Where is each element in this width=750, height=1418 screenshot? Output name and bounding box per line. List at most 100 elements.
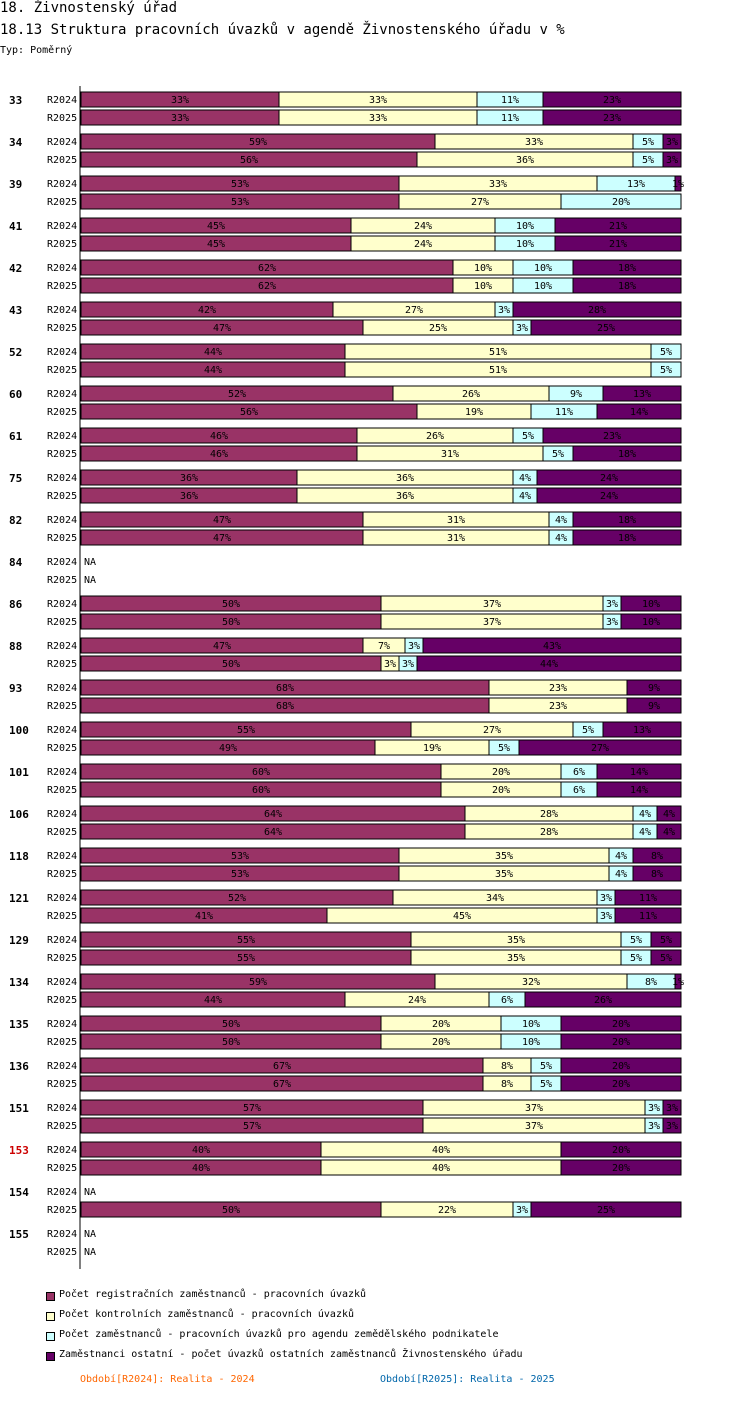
data-label: 57% — [243, 1103, 261, 1114]
group-id-label: 61 — [9, 430, 23, 443]
data-label: 44% — [204, 347, 222, 358]
data-label: 4% — [555, 515, 567, 526]
na-label: NA — [84, 1229, 96, 1240]
data-label: 27% — [483, 725, 501, 736]
bar-segment — [572, 511, 682, 528]
data-label: 41% — [195, 911, 213, 922]
data-label: 8% — [501, 1061, 513, 1072]
data-label: 8% — [651, 851, 663, 862]
period-label: R2024 — [47, 641, 77, 652]
data-label: 37% — [483, 617, 501, 628]
data-label: 3% — [516, 1205, 528, 1216]
data-label: 24% — [414, 239, 432, 250]
data-label: 24% — [600, 491, 618, 502]
data-label: 3% — [666, 155, 678, 166]
data-label: 26% — [594, 995, 612, 1006]
data-label: 5% — [660, 347, 672, 358]
period-label: R2025 — [47, 1247, 77, 1258]
group-id-label: 134 — [9, 976, 29, 989]
bar-segment — [554, 235, 682, 252]
data-label: 1% — [672, 977, 684, 988]
data-label: 5% — [642, 155, 654, 166]
data-label: 59% — [249, 977, 267, 988]
data-label: 33% — [525, 137, 543, 148]
data-label: 31% — [447, 533, 465, 544]
data-label: 10% — [516, 221, 534, 232]
bar-segment — [560, 1159, 682, 1176]
data-label: 20% — [612, 1061, 630, 1072]
data-label: 50% — [222, 617, 240, 628]
data-label: 24% — [408, 995, 426, 1006]
data-label: 20% — [432, 1019, 450, 1030]
period-label: R2024 — [47, 767, 77, 778]
data-label: 53% — [231, 869, 249, 880]
data-label: 5% — [630, 935, 642, 946]
group-id-label: 34 — [9, 136, 23, 149]
period-label: R2025 — [47, 1163, 77, 1174]
data-label: 13% — [627, 179, 645, 190]
bar-segment — [602, 385, 682, 402]
data-label: 5% — [660, 365, 672, 376]
bar-segment — [542, 91, 682, 108]
data-label: 4% — [663, 809, 675, 820]
bar-segment — [572, 445, 682, 462]
data-label: 13% — [633, 725, 651, 736]
data-label: 5% — [498, 743, 510, 754]
data-label: 47% — [213, 323, 231, 334]
period-label: R2025 — [47, 743, 77, 754]
data-label: 44% — [540, 659, 558, 670]
group-id-label: 84 — [9, 556, 23, 569]
data-label: 22% — [438, 1205, 456, 1216]
data-label: 31% — [441, 449, 459, 460]
bar-segment — [536, 487, 682, 504]
data-label: 45% — [453, 911, 471, 922]
data-label: 4% — [615, 869, 627, 880]
period-label: R2025 — [47, 113, 77, 124]
period-label: R2024 — [47, 893, 77, 904]
bar-segment — [602, 721, 682, 738]
period-label: R2024 — [47, 1187, 77, 1198]
data-label: 10% — [522, 1019, 540, 1030]
data-label: 3% — [648, 1121, 660, 1132]
data-label: 56% — [240, 407, 258, 418]
data-label: 3% — [402, 659, 414, 670]
group-id-label: 39 — [9, 178, 22, 191]
period-label: R2025 — [47, 659, 77, 670]
bar-segment — [560, 1141, 682, 1158]
group-id-label: 93 — [9, 682, 22, 695]
data-label: 6% — [573, 785, 585, 796]
period-label: R2024 — [47, 1019, 77, 1030]
data-label: 5% — [660, 953, 672, 964]
data-label: 36% — [180, 473, 198, 484]
data-label: 5% — [552, 449, 564, 460]
period-label: R2025 — [47, 911, 77, 922]
bar-segment — [674, 175, 682, 192]
bar-segment — [662, 133, 682, 150]
bar-segment — [524, 991, 682, 1008]
data-label: 25% — [429, 323, 447, 334]
data-label: 35% — [495, 851, 513, 862]
group-id-label: 135 — [9, 1018, 29, 1031]
data-label: 59% — [249, 137, 267, 148]
period-label: R2024 — [47, 95, 77, 106]
bar-segment — [560, 193, 682, 210]
na-label: NA — [84, 1247, 96, 1258]
bar-segment — [416, 655, 682, 672]
group-id-label: 41 — [9, 220, 23, 233]
data-label: 33% — [369, 113, 387, 124]
data-label: 9% — [648, 683, 660, 694]
data-label: 10% — [642, 599, 660, 610]
bar-segment — [650, 949, 682, 966]
data-label: 4% — [555, 533, 567, 544]
data-label: 68% — [276, 701, 294, 712]
bar-segment — [572, 259, 682, 276]
data-label: 10% — [534, 263, 552, 274]
data-label: 3% — [606, 599, 618, 610]
bar-segment — [530, 319, 682, 336]
period-label: R2024 — [47, 263, 77, 274]
data-label: 37% — [483, 599, 501, 610]
data-label: 3% — [666, 137, 678, 148]
data-label: 68% — [276, 683, 294, 694]
data-label: 4% — [639, 827, 651, 838]
data-label: 3% — [666, 1121, 678, 1132]
